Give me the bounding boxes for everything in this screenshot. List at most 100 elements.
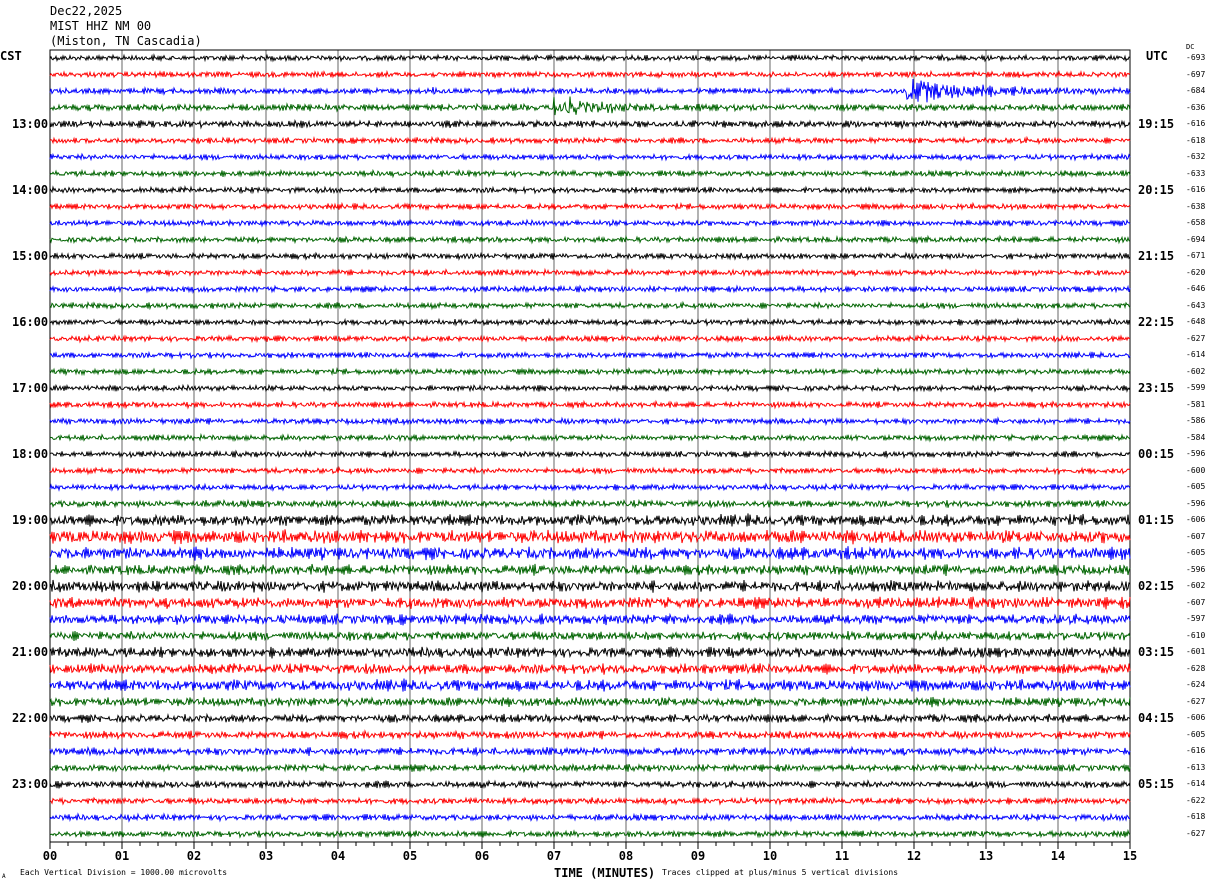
left-hour-label: 13:00: [12, 117, 49, 132]
x-tick-label: 07: [547, 849, 561, 863]
seismic-trace: [49, 563, 1131, 576]
seismic-trace: [49, 333, 1131, 344]
dc-offset-label: -624: [1186, 680, 1206, 690]
dc-offset-label: -658: [1186, 218, 1206, 228]
seismic-trace: [49, 529, 1131, 545]
left-hour-label: 22:00: [12, 711, 49, 726]
dc-offset-label: -616: [1186, 185, 1206, 195]
x-tick-label: 01: [115, 849, 129, 863]
dc-offset-label: -581: [1186, 399, 1206, 409]
dc-offset-label: -614: [1186, 350, 1206, 360]
dc-offset-label: -596: [1186, 449, 1206, 459]
seismic-trace: [49, 498, 1131, 509]
dc-offset-label: -586: [1186, 416, 1206, 426]
plot-frame: [49, 49, 1131, 843]
seismic-trace: [49, 118, 1131, 130]
left-timezone: CST: [0, 49, 22, 63]
right-hour-label: 05:15: [1138, 777, 1175, 792]
seismic-trace: [49, 828, 1131, 839]
left-hour-label: 19:00: [12, 513, 49, 528]
seismic-trace: [49, 796, 1131, 806]
dc-offset-label: -605: [1186, 729, 1206, 739]
dc-offset-label: -596: [1186, 564, 1206, 574]
dc-offset-label: -620: [1186, 267, 1206, 277]
x-tick-label: 03: [259, 849, 273, 863]
dc-offset-label: -605: [1186, 482, 1206, 492]
seismic-trace: [49, 53, 1131, 63]
seismic-trace: [49, 251, 1131, 261]
dc-offset-label: -616: [1186, 119, 1206, 129]
x-tick-label: 08: [619, 849, 633, 863]
corner-mark: A: [2, 873, 6, 880]
seismic-trace: [49, 284, 1131, 295]
station-label: MIST HHZ NM 00: [50, 19, 152, 33]
dc-offset-label: -606: [1186, 713, 1206, 723]
seismic-trace: [49, 678, 1131, 692]
dc-offset-label: -697: [1186, 69, 1206, 79]
scale-note: Each Vertical Division = 1000.00 microvo…: [20, 868, 228, 877]
x-tick-label: 02: [187, 849, 201, 863]
dc-offset-label: -638: [1186, 201, 1206, 211]
x-tick-label: 15: [1123, 849, 1137, 863]
right-hour-label: 21:15: [1138, 249, 1175, 264]
seismic-trace: [49, 449, 1131, 459]
seismic-trace: [49, 317, 1131, 327]
dc-offset-label: -643: [1186, 300, 1206, 310]
seismic-trace: [49, 234, 1131, 245]
dc-offset-label: -627: [1186, 333, 1206, 343]
dc-offset-label: -671: [1186, 251, 1206, 261]
dc-label: DC: [1186, 43, 1195, 51]
left-hour-label: 15:00: [12, 249, 49, 264]
right-hour-label: 01:15: [1138, 513, 1175, 528]
x-tick-label: 09: [691, 849, 705, 863]
seismic-trace: [49, 366, 1131, 377]
x-tick-label: 12: [907, 849, 921, 863]
seismic-trace: [49, 630, 1131, 642]
seismic-trace: [49, 383, 1131, 393]
seismic-trace: [49, 695, 1131, 708]
right-hour-label: 00:15: [1138, 447, 1175, 462]
right-hour-label: 23:15: [1138, 381, 1175, 396]
dc-offset-label: -627: [1186, 696, 1206, 706]
seismic-trace: [49, 201, 1131, 212]
x-tick-label: 00: [43, 849, 57, 863]
left-hour-label: 23:00: [12, 777, 49, 792]
dc-offset-label: -602: [1186, 366, 1206, 376]
right-hour-label: 03:15: [1138, 645, 1175, 660]
dc-offset-label: -613: [1186, 762, 1206, 772]
dc-offset-label: -632: [1186, 152, 1206, 162]
seismic-trace: [49, 812, 1131, 823]
dc-offset-label: -646: [1186, 284, 1206, 294]
dc-offset-label: -610: [1186, 630, 1206, 640]
seismic-trace: [49, 579, 1131, 593]
seismic-trace: [49, 135, 1131, 146]
seismic-trace: [49, 96, 1131, 116]
left-hour-label: 18:00: [12, 447, 49, 462]
x-axis-label: TIME (MINUTES): [554, 866, 656, 880]
dc-offset-label: -628: [1186, 663, 1206, 673]
seismic-trace: [49, 762, 1131, 774]
dc-offset-label: -600: [1186, 465, 1206, 475]
dc-offset-label: -684: [1186, 86, 1206, 96]
seismic-trace: [49, 612, 1131, 626]
seismic-trace: [49, 432, 1131, 443]
x-tick-label: 11: [835, 849, 849, 863]
seismic-trace: [49, 399, 1131, 410]
seismic-trace: [49, 218, 1131, 228]
dc-offset-label: -596: [1186, 498, 1206, 508]
x-tick-label: 06: [475, 849, 489, 863]
dc-offset-label: -616: [1186, 746, 1206, 756]
dc-offset-label: -601: [1186, 647, 1206, 657]
dc-offset-label: -597: [1186, 614, 1206, 624]
dc-offset-label: -602: [1186, 581, 1206, 591]
seismic-trace: [49, 513, 1131, 527]
dc-offset-label: -618: [1186, 135, 1206, 145]
right-hour-label: 22:15: [1138, 315, 1175, 330]
left-hour-label: 21:00: [12, 645, 49, 660]
seismic-trace: [49, 779, 1131, 790]
dc-offset-label: -636: [1186, 102, 1206, 112]
dc-offset-label: -614: [1186, 779, 1206, 789]
right-hour-label: 20:15: [1138, 183, 1175, 198]
seismic-trace: [49, 662, 1131, 675]
